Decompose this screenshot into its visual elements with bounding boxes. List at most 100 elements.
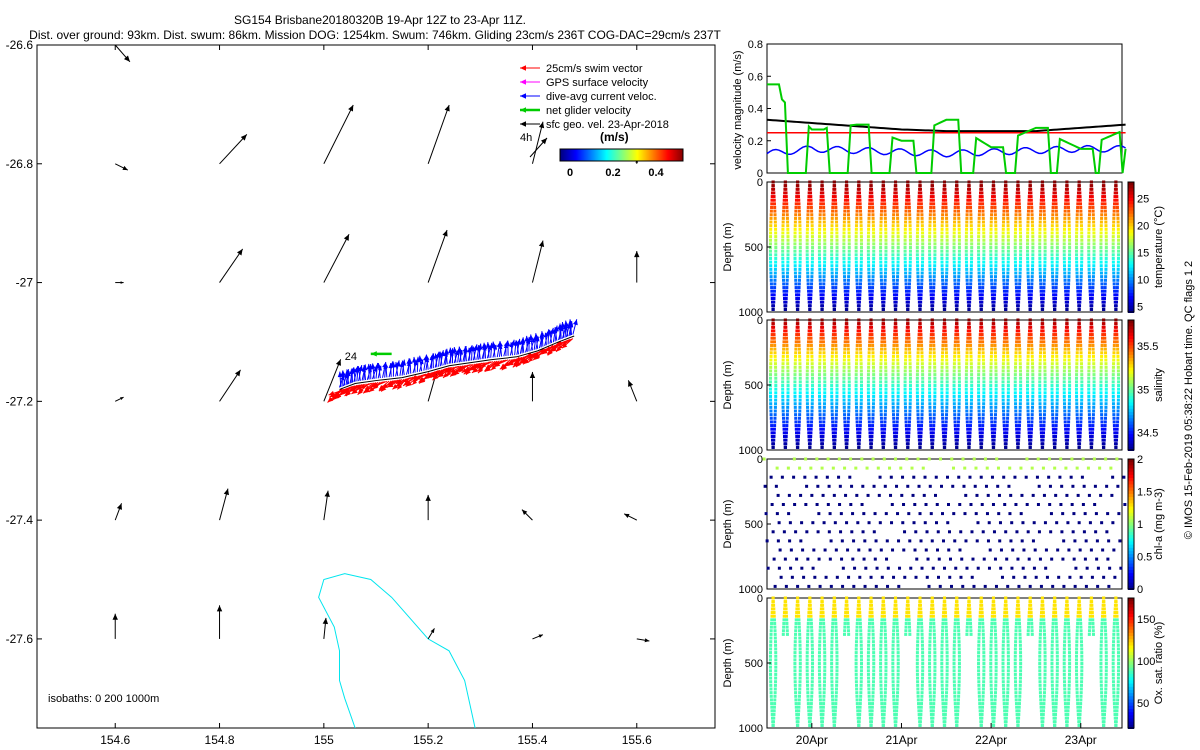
profile-point	[842, 231, 846, 235]
profile-point	[1051, 202, 1055, 206]
profile-point	[835, 260, 839, 264]
profile-point	[1077, 318, 1081, 322]
dac-vector	[352, 367, 357, 382]
profile-point	[781, 278, 785, 282]
profile-point	[945, 242, 949, 246]
profile-point	[933, 260, 937, 264]
profile-point	[794, 347, 798, 351]
profile-point	[847, 267, 851, 271]
profile-point	[786, 391, 790, 395]
profile-point	[867, 231, 871, 235]
profile-point	[965, 405, 969, 409]
profile-point	[781, 253, 785, 257]
profile-point	[920, 205, 924, 209]
profile-point	[907, 431, 911, 435]
profile-point	[1030, 420, 1034, 424]
profile-point	[921, 256, 925, 260]
colorbar-cell	[576, 149, 578, 161]
profile-point	[871, 286, 875, 290]
profile-point	[940, 249, 944, 253]
profile-point	[873, 557, 877, 561]
profile-point	[1013, 242, 1017, 246]
profile-point	[994, 358, 998, 362]
profile-point	[957, 235, 961, 239]
colorbar-cell	[660, 149, 662, 161]
profile-point	[854, 466, 858, 470]
profile-point	[929, 336, 933, 340]
profile-point	[819, 202, 823, 206]
profile-point	[1051, 286, 1055, 290]
profile-point	[1068, 249, 1072, 253]
profile-point	[908, 242, 912, 246]
profile-point	[835, 227, 839, 231]
profile-point	[787, 512, 791, 516]
profile-point	[1019, 376, 1023, 380]
profile-point	[793, 387, 797, 391]
profile-point	[815, 503, 819, 506]
profile-colorbar-cell	[1128, 329, 1134, 334]
profile-point	[818, 271, 822, 275]
profile-point	[883, 340, 887, 344]
profile-point	[908, 271, 912, 275]
profile-point	[822, 354, 826, 358]
profile-point	[793, 271, 797, 275]
profile-point	[970, 231, 974, 235]
profile-point	[847, 220, 851, 224]
profile-point	[892, 431, 896, 435]
profile-point	[957, 267, 961, 271]
profile-point	[859, 256, 863, 260]
profile-point	[806, 340, 810, 344]
profile-point	[1027, 296, 1031, 300]
profile-point	[835, 235, 839, 239]
profile-point	[892, 275, 896, 279]
profile-point	[1042, 209, 1046, 213]
profile-point	[917, 431, 921, 435]
profile-point	[1099, 394, 1103, 398]
profile-point	[1104, 253, 1108, 257]
profile-point	[810, 402, 814, 406]
profile-point	[773, 351, 777, 355]
profile-point	[896, 267, 900, 271]
profile-point	[769, 413, 773, 417]
profile-point	[1038, 409, 1042, 413]
profile-point	[1088, 198, 1092, 202]
profile-point	[969, 275, 973, 279]
profile-point	[1038, 358, 1042, 362]
profile-point	[798, 275, 802, 279]
profile-point	[783, 180, 787, 184]
profile-point	[1111, 253, 1115, 257]
profile-point	[842, 242, 846, 246]
profile-point	[895, 340, 899, 344]
profile-point	[769, 347, 773, 351]
profile-point	[879, 358, 883, 362]
profile-point	[1075, 416, 1079, 420]
profile-point	[1062, 369, 1066, 373]
profile-point	[881, 307, 885, 311]
profile-point	[830, 362, 834, 366]
profile-point	[1018, 282, 1022, 286]
profile-point	[943, 184, 947, 188]
profile-point	[810, 278, 814, 282]
profile-point	[952, 242, 956, 246]
profile-point	[821, 195, 825, 199]
profile-point	[940, 253, 944, 257]
profile-point	[1001, 380, 1005, 384]
profile-point	[1101, 195, 1105, 199]
profile-point	[989, 246, 993, 250]
profile-point	[1104, 216, 1108, 220]
profile-point	[968, 333, 972, 337]
profile-point	[774, 249, 778, 253]
profile-colorbar-cell	[1128, 440, 1134, 445]
profile-point	[1114, 187, 1118, 191]
profile-point	[821, 293, 825, 297]
profile-point	[931, 442, 935, 446]
profile-point	[943, 307, 947, 311]
profile-point	[1039, 351, 1043, 355]
profile-point	[1115, 286, 1119, 290]
profile-colorbar-cell	[1128, 351, 1134, 356]
profile-point	[894, 434, 898, 438]
profile-point	[857, 438, 861, 442]
profile-point	[843, 424, 847, 428]
profile-point	[810, 351, 814, 355]
profile-point	[1038, 373, 1042, 377]
